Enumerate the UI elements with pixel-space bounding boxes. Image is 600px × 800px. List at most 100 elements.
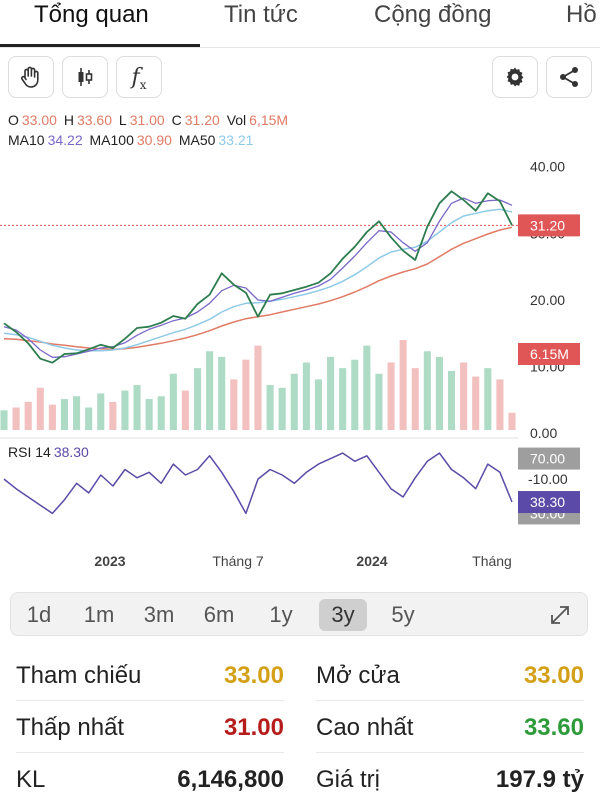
volume-bar — [435, 356, 443, 430]
volume-bar — [169, 373, 177, 430]
volume-bar — [121, 390, 129, 430]
chart-settings-button[interactable] — [492, 56, 538, 98]
volume-bar — [230, 379, 238, 430]
volume-bar — [157, 396, 165, 430]
volume-stat-label: KL — [16, 766, 46, 793]
rsi-panel — [0, 437, 518, 515]
volume-bar — [387, 362, 395, 430]
volume-bar — [24, 401, 32, 430]
candlestick-icon — [78, 68, 93, 86]
ma10-label: MA10 — [8, 132, 45, 148]
price-chart[interactable]: 40.0030.0020.0010.000.0031.206.15M70.003… — [0, 100, 600, 580]
rsi-last-label: 38.30 — [530, 494, 565, 510]
low-label: L — [118, 112, 127, 128]
volume-bar — [193, 368, 202, 430]
volume-bar — [73, 396, 81, 430]
expand-icon[interactable] — [547, 602, 573, 628]
period-1y[interactable]: 1y — [269, 602, 293, 627]
volume-bar — [472, 376, 480, 430]
volume-bar — [290, 373, 298, 430]
volume-axis-label: 0.00 — [530, 425, 557, 441]
period-1d[interactable]: 1d — [26, 602, 52, 627]
volume-bar — [460, 362, 468, 430]
price-line — [3, 190, 513, 364]
indicators-button[interactable]: fx — [116, 56, 162, 98]
volume-bar — [109, 401, 117, 430]
function-glyph: f — [131, 64, 140, 90]
volume-bar — [423, 351, 431, 430]
tab-overview[interactable]: Tổng quan — [34, 1, 149, 28]
high-value: 33.60 — [76, 112, 112, 128]
period-3m[interactable]: 3m — [143, 602, 175, 627]
ma50-value: 33.21 — [218, 132, 254, 148]
rsi-line — [3, 452, 513, 515]
price-axis-label: 20.00 — [530, 292, 565, 308]
reference-price-value: 33.00 — [223, 662, 284, 689]
volume-bar — [375, 373, 383, 430]
volume-bar — [12, 407, 20, 430]
last-price-label: 31.20 — [530, 217, 565, 233]
high-label: H — [63, 112, 74, 128]
period-1m[interactable]: 1m — [83, 602, 115, 627]
ma50-line — [3, 208, 513, 352]
volume-bar — [339, 368, 347, 430]
open-label: O — [8, 112, 19, 128]
reference-price-label: Tham chiếu — [16, 662, 142, 689]
volume-stat-value: 6,146,800 — [177, 766, 284, 793]
volume-bar — [242, 359, 250, 430]
ma10-value: 34.22 — [47, 132, 83, 148]
close-value: 31.20 — [184, 112, 220, 128]
low-value: 31.00 — [129, 112, 165, 128]
tab-news[interactable]: Tin tức — [224, 1, 298, 28]
top-tab-bar: Tổng quan Tin tức Cộng đồng Hồ — [0, 0, 600, 48]
stats-divider — [16, 700, 284, 701]
tab-profile[interactable]: Hồ — [566, 1, 597, 28]
volume-bar — [85, 407, 93, 430]
x-axis-label: 2024 — [356, 553, 387, 569]
rsi-label: RSI 14 — [8, 444, 51, 460]
open-price-label: Mở cửa — [316, 662, 400, 689]
period-5y[interactable]: 5y — [391, 602, 415, 627]
period-6m[interactable]: 6m — [203, 602, 235, 627]
volume-bar — [484, 368, 492, 430]
volume-value: 6,15M — [249, 112, 289, 128]
ma50-label: MA50 — [178, 132, 216, 148]
volume-bar — [206, 351, 214, 430]
period-3y[interactable]: 3y — [319, 599, 367, 631]
volume-bar — [314, 379, 323, 430]
trade-value-label: Giá trị — [316, 766, 381, 793]
ma100-label: MA100 — [89, 132, 134, 148]
volume-bar — [278, 387, 286, 430]
volume-bar — [145, 399, 153, 430]
volume-bar — [0, 410, 8, 430]
last-volume-label: 6.15M — [530, 346, 569, 362]
low-price-label: Thấp nhất — [16, 714, 125, 741]
chart-axes: 40.0030.0020.0010.000.0031.206.15M70.003… — [94, 159, 580, 569]
volume-bar — [254, 345, 262, 430]
low-price-value: 31.00 — [223, 714, 284, 741]
active-tab-indicator — [0, 44, 200, 47]
ma-legend: MA10 34.22 MA100 30.90 MA50 33.21 — [8, 132, 256, 148]
rsi-axis-label: -10.00 — [528, 471, 568, 487]
tab-community[interactable]: Cộng đồng — [374, 1, 492, 28]
x-axis-label: Tháng 7 — [212, 553, 264, 569]
gear-icon — [506, 67, 524, 87]
function-icon: fx — [131, 64, 147, 92]
last-volume-badge — [518, 343, 580, 365]
rsi-last-badge — [518, 491, 580, 514]
stats-divider — [16, 752, 284, 753]
volume-bar — [133, 385, 141, 430]
period-selector: 1d 1m 3m 6m 1y 3y 5y — [10, 592, 588, 636]
hand-icon — [21, 66, 39, 88]
crosshair-tool-button[interactable] — [8, 56, 54, 98]
volume-bar — [302, 362, 310, 430]
chart-type-button[interactable] — [62, 56, 108, 98]
high-price-value: 33.60 — [523, 714, 584, 741]
share-button[interactable] — [546, 56, 592, 98]
volume-bar — [508, 412, 516, 430]
share-icon — [560, 67, 578, 87]
open-price-value: 33.00 — [523, 662, 584, 689]
x-axis-label: Tháng — [472, 553, 512, 569]
rsi-legend: RSI 14 38.30 — [8, 444, 92, 460]
volume-bar — [399, 340, 407, 430]
